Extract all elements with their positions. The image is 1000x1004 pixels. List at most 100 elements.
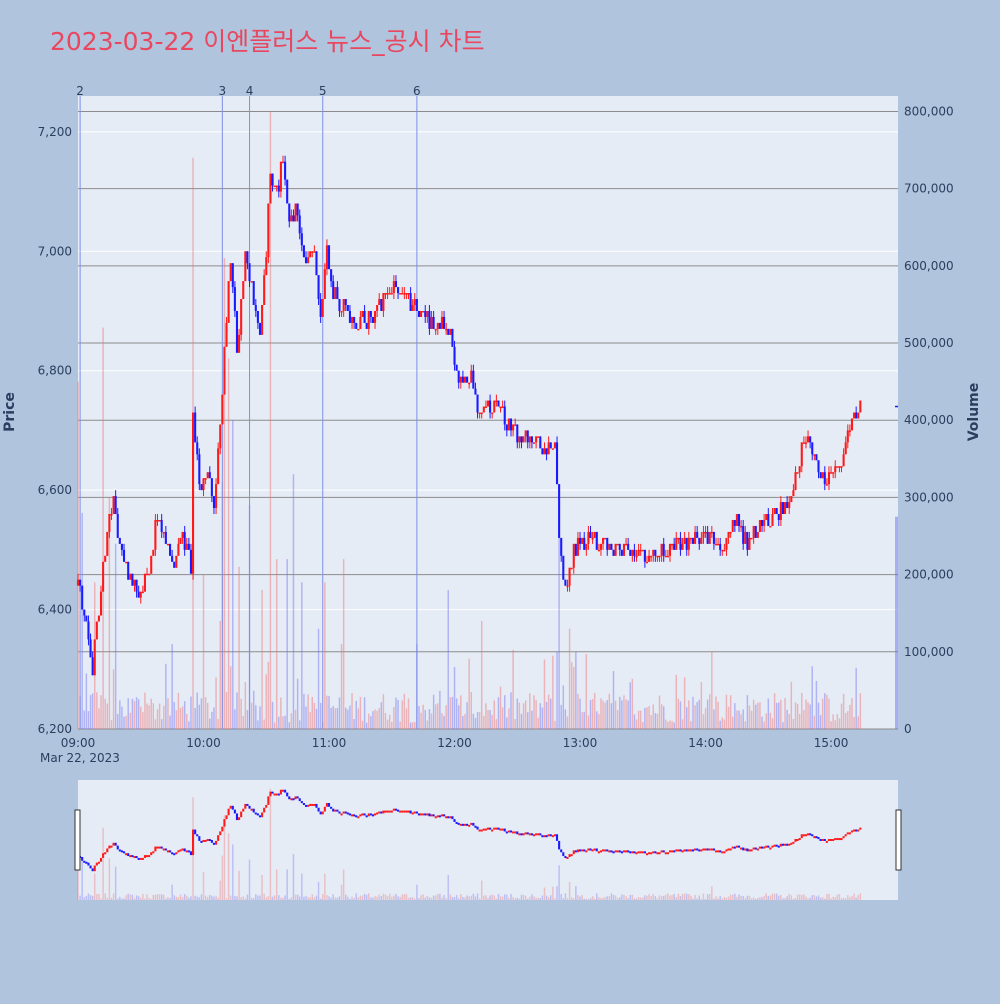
range-slider-candle <box>108 845 111 849</box>
volume-bar <box>340 644 343 729</box>
range-slider-volume-bar <box>633 898 636 900</box>
range-slider-candle <box>363 813 366 816</box>
range-slider-volume-bar <box>539 897 542 900</box>
range-slider-candle <box>681 850 684 853</box>
candle-body <box>606 537 609 550</box>
volume-bar <box>144 692 146 729</box>
range-slider-candle <box>114 842 117 846</box>
range-slider-volume-bar <box>106 897 109 900</box>
candle-body <box>524 430 527 437</box>
candle-body <box>846 430 849 443</box>
range-slider-candle <box>323 806 326 812</box>
volume-bar <box>520 713 523 729</box>
range-slider-candle <box>635 852 638 855</box>
candle-body <box>271 173 274 186</box>
range-slider-candle <box>754 847 757 850</box>
range-slider-volume-bar <box>275 869 278 900</box>
candle-body <box>648 555 651 562</box>
candle-body <box>177 543 180 556</box>
range-slider-volume-bar <box>625 896 627 900</box>
candle-body <box>261 305 264 335</box>
volume-bar <box>137 699 140 729</box>
candle-body <box>767 514 770 526</box>
range-slider-volume-bar <box>397 896 399 900</box>
range-slider-volume-bar <box>181 897 184 900</box>
candle-body <box>196 442 199 455</box>
range-slider-volume-bar <box>418 898 420 900</box>
candle-body <box>459 376 462 383</box>
range-slider-candle <box>338 811 341 814</box>
candle-body <box>79 579 82 586</box>
range-slider-volume-bar <box>497 893 500 900</box>
range-slider-volume-bar <box>326 895 328 900</box>
candle-body <box>350 316 354 323</box>
candle-body <box>409 293 412 311</box>
range-slider-candle <box>714 850 718 853</box>
range-slider-candle <box>196 834 199 837</box>
candle-body <box>97 615 100 622</box>
volume-bar <box>194 708 196 729</box>
range-slider-candle <box>683 849 686 852</box>
volume-bar <box>842 693 845 729</box>
candle-body <box>597 549 600 552</box>
volume-bar <box>330 708 332 729</box>
range-slider-volume-bar <box>100 898 102 900</box>
candle-body <box>714 543 718 546</box>
range-slider-volume-bar <box>598 897 600 900</box>
volume-bar <box>376 710 378 729</box>
range-slider-volume-bar <box>380 896 383 900</box>
volume-bar <box>336 707 339 729</box>
range-slider-volume-bar <box>114 866 117 900</box>
volume-bar <box>769 712 772 729</box>
range-slider-volume-bar <box>637 897 640 900</box>
range-slider-volume-bar <box>715 896 717 900</box>
volume-bar <box>395 697 397 729</box>
volume-bar <box>786 709 788 729</box>
volume-bar <box>809 704 811 729</box>
volume-bar <box>449 697 452 729</box>
range-slider-volume-bar <box>667 893 669 900</box>
range-slider-volume-bar <box>786 896 788 900</box>
range-slider-volume-bar <box>357 897 360 900</box>
candle-body <box>807 436 810 443</box>
range-slider-candle <box>825 840 828 843</box>
range-slider-candle <box>541 835 544 838</box>
range-slider-right-handle[interactable] <box>895 809 902 871</box>
volume-bar <box>315 708 318 729</box>
range-slider-candle <box>340 813 343 816</box>
volume-bar <box>127 698 129 729</box>
range-slider-volume-bar <box>767 895 770 900</box>
range-slider-candle <box>622 850 626 853</box>
volume-bar <box>405 708 408 729</box>
volume-bar <box>761 716 763 729</box>
range-slider-volume-bar <box>583 898 585 900</box>
range-slider-candle <box>581 849 584 852</box>
candle-body <box>660 543 663 556</box>
range-slider-left-handle[interactable] <box>74 809 81 871</box>
candle-body <box>844 442 847 455</box>
candle-body <box>804 442 808 444</box>
range-slider-bg[interactable] <box>78 780 898 900</box>
range-slider-volume-bar <box>194 895 196 900</box>
range-slider-volume-bar <box>152 894 155 900</box>
range-slider-volume-bar <box>215 895 217 900</box>
range-slider-candle <box>564 856 567 859</box>
candle-body <box>81 585 84 610</box>
range-slider-candle <box>486 827 490 830</box>
candle-body <box>639 549 642 552</box>
candle-body <box>637 549 640 556</box>
range-slider-volume-bar <box>173 895 175 900</box>
range-slider-volume-bar <box>336 897 339 900</box>
range-slider-volume-bar <box>755 898 757 900</box>
range-slider-volume-bar <box>493 895 496 900</box>
candle-body <box>679 537 682 550</box>
candle-body <box>87 621 90 640</box>
range-slider-candle <box>491 829 494 832</box>
range-slider-candle <box>572 850 575 855</box>
range-slider-volume-bar <box>349 898 351 900</box>
volume-bar <box>288 722 291 729</box>
x-tick-label: 14:00 <box>688 736 723 750</box>
volume-bar <box>117 713 119 729</box>
range-slider-candle <box>691 849 695 852</box>
price-tick-label: 6,800 <box>38 364 72 378</box>
